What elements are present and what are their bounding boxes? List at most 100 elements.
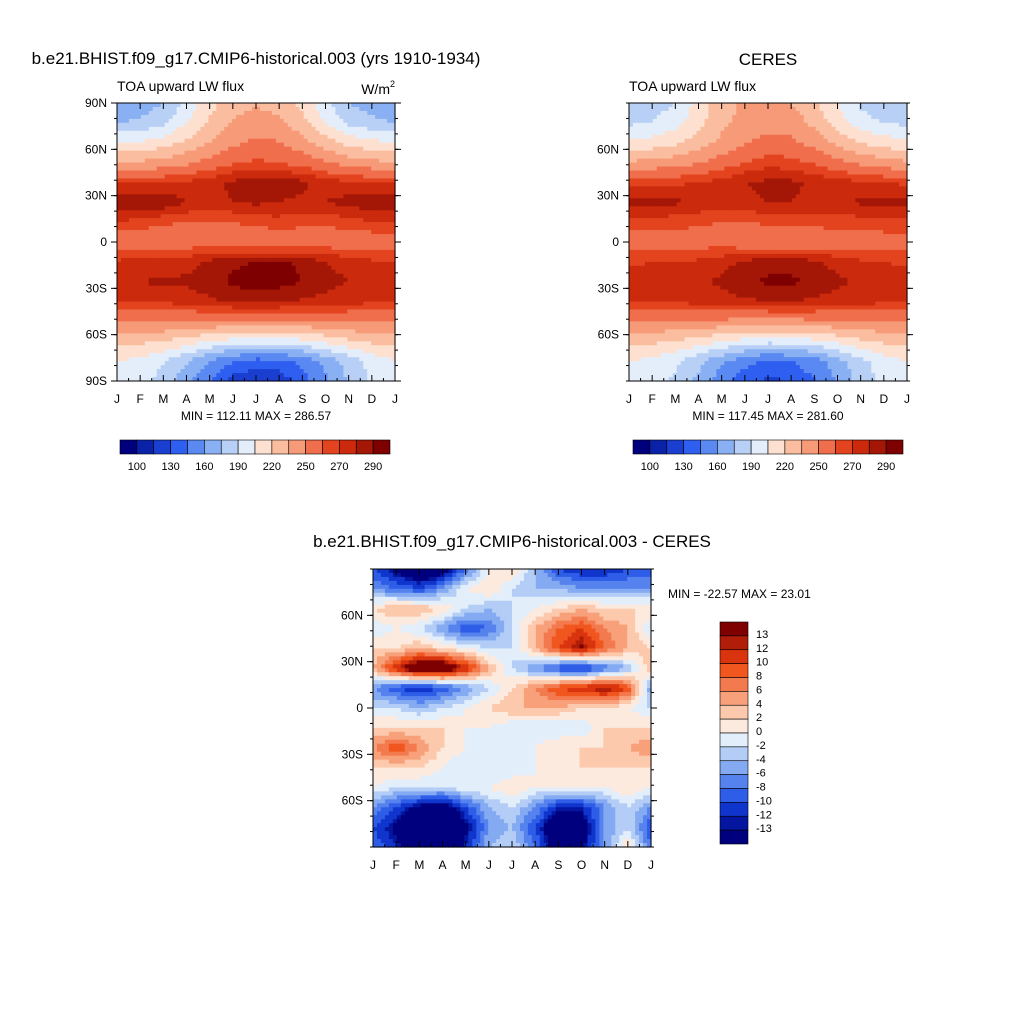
field-cell <box>263 218 269 223</box>
field-cell <box>228 202 233 207</box>
field-cell <box>252 150 257 156</box>
field-cell <box>383 222 388 227</box>
field-cell <box>117 178 122 184</box>
field-cell <box>367 146 372 152</box>
field-cell <box>144 345 150 350</box>
field-cell <box>375 158 380 164</box>
field-cell <box>184 269 190 275</box>
field-cell <box>339 210 344 215</box>
field-cell <box>120 138 126 144</box>
field-cell <box>347 194 352 199</box>
field-cell <box>315 349 321 354</box>
field-cell <box>303 238 309 243</box>
field-cell <box>136 110 142 116</box>
field-cell <box>156 154 162 160</box>
field-cell <box>192 353 198 358</box>
field-cell <box>136 325 142 330</box>
field-cell <box>291 186 297 191</box>
field-cell <box>259 337 265 342</box>
field-cell <box>117 170 122 176</box>
field-cell <box>172 313 178 319</box>
field-cell <box>144 369 150 374</box>
field-cell <box>335 122 340 128</box>
field-cell <box>240 114 245 120</box>
field-cell <box>248 130 253 136</box>
field-cell <box>180 285 186 291</box>
field-cell <box>120 341 126 346</box>
field-cell <box>176 234 182 239</box>
field-cell <box>136 253 142 259</box>
field-cell <box>120 301 126 307</box>
field-cell <box>311 313 317 319</box>
field-cell <box>367 122 372 128</box>
field-cell <box>228 198 233 203</box>
field-cell <box>180 222 186 227</box>
field-cell <box>311 242 317 247</box>
field-cell <box>204 365 209 370</box>
field-cell <box>228 301 233 307</box>
field-cell <box>259 269 265 275</box>
field-cell <box>248 337 253 342</box>
field-cell <box>172 158 178 164</box>
field-cell <box>363 234 368 239</box>
field-cell <box>343 273 348 279</box>
field-cell <box>379 130 384 136</box>
field-cell <box>347 373 352 378</box>
field-cell <box>383 138 388 144</box>
field-cell <box>307 230 313 235</box>
field-cell <box>295 309 301 315</box>
field-cell <box>192 126 198 132</box>
field-cell <box>144 118 150 124</box>
field-cell <box>120 265 126 271</box>
field-cell <box>367 273 372 279</box>
field-cell <box>359 106 364 112</box>
field-cell <box>196 103 201 108</box>
field-cell <box>236 198 241 203</box>
field-cell <box>383 242 388 247</box>
field-cell <box>367 142 372 148</box>
field-cell <box>224 170 229 176</box>
field-cell <box>339 365 344 370</box>
field-cell <box>212 289 217 295</box>
field-cell <box>160 230 166 235</box>
field-cell <box>279 289 285 295</box>
field-cell <box>379 277 384 283</box>
field-cell <box>331 150 337 156</box>
field-cell <box>287 198 293 203</box>
field-cell <box>267 222 273 227</box>
field-cell <box>355 369 360 374</box>
field-cell <box>327 126 333 132</box>
field-cell <box>287 103 293 108</box>
field-cell <box>144 261 150 267</box>
field-cell <box>248 369 253 374</box>
field-cell <box>387 249 392 255</box>
field-cell <box>363 309 368 315</box>
field-cell <box>355 365 360 370</box>
field-cell <box>180 126 186 132</box>
field-cell <box>168 182 174 187</box>
field-cell <box>240 353 245 358</box>
field-cell <box>303 106 309 112</box>
field-cell <box>291 317 297 323</box>
field-cell <box>124 377 130 382</box>
field-cell <box>387 361 392 366</box>
field-cell <box>347 269 352 275</box>
field-cell <box>387 353 392 358</box>
field-cell <box>267 182 273 187</box>
field-cell <box>236 305 241 311</box>
field-cell <box>208 238 213 243</box>
field-cell <box>224 178 229 184</box>
field-cell <box>375 317 380 323</box>
field-cell <box>391 313 396 319</box>
field-cell <box>132 206 138 211</box>
field-cell <box>124 305 130 311</box>
field-cell <box>180 194 186 199</box>
field-cell <box>140 126 146 132</box>
field-cell <box>379 126 384 132</box>
field-cell <box>303 222 309 227</box>
field-cell <box>136 142 142 148</box>
field-cell <box>232 174 237 180</box>
field-cell <box>379 162 384 168</box>
field-cell <box>120 257 126 263</box>
field-cell <box>148 309 154 315</box>
